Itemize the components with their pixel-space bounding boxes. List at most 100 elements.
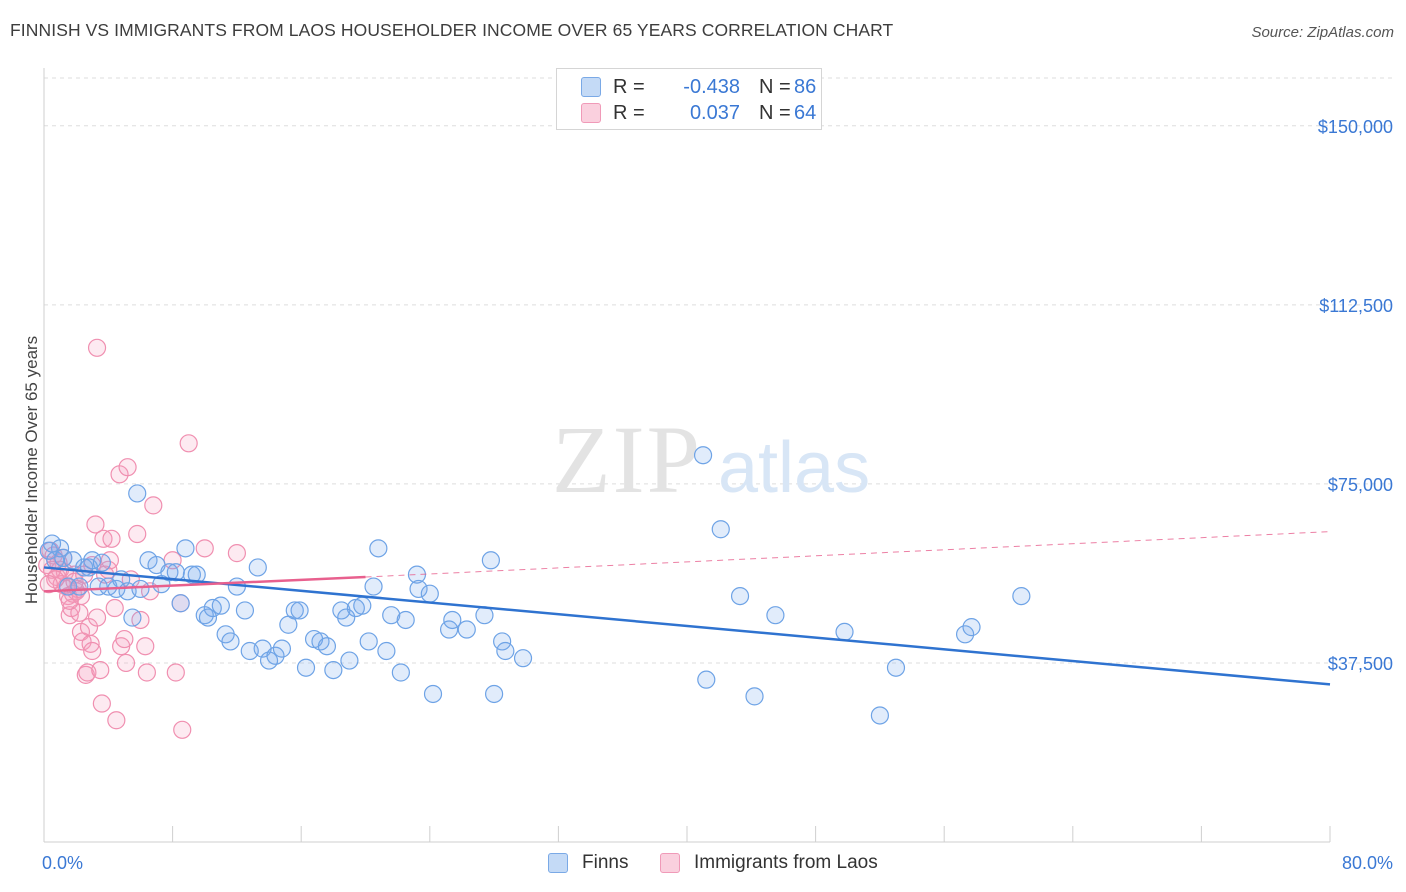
finns-point: [382, 606, 401, 625]
finns-point: [396, 610, 415, 630]
chart-title: FINNISH VS IMMIGRANTS FROM LAOS HOUSEHOL…: [10, 20, 894, 40]
finns-point: [296, 658, 316, 677]
finns-point: [423, 684, 443, 704]
finns-point: [457, 620, 476, 639]
finns-point: [211, 596, 230, 615]
watermark-atlas: atlas: [718, 428, 870, 508]
laos-point: [116, 653, 136, 673]
watermark: ZIP atlas: [552, 406, 870, 513]
finns-point: [70, 577, 89, 596]
laos-point: [39, 575, 58, 594]
x-tick-label-min: 0.0%: [42, 853, 83, 873]
laos-point: [102, 529, 121, 548]
laos-point: [91, 660, 110, 680]
finns-point: [160, 563, 179, 582]
source-credit: Source: ZipAtlas.com: [1251, 24, 1394, 41]
finns-point: [485, 684, 504, 704]
finns-point: [443, 610, 462, 630]
y-tick-label: $37,500: [1328, 654, 1393, 674]
finns-swatch: [548, 853, 568, 873]
laos-swatch: [660, 853, 680, 873]
finns-point: [420, 584, 439, 603]
laos-trend-extension: [365, 531, 1331, 578]
legend-r-value: 0.037: [689, 102, 740, 124]
finns-point: [697, 670, 716, 689]
finns-point: [182, 565, 201, 584]
finns-point: [266, 646, 285, 665]
laos-point: [92, 694, 111, 713]
finns-point: [513, 649, 533, 668]
x-tick-label-max: 80.0%: [1342, 853, 1393, 873]
legend-r-value: -0.438: [683, 76, 740, 98]
finns-point: [745, 687, 764, 706]
finns-point: [123, 608, 142, 627]
y-tick-label: $112,500: [1319, 296, 1393, 316]
finns-point: [272, 639, 292, 658]
laos-point: [227, 544, 246, 563]
finns-point: [391, 663, 410, 682]
laos-point: [86, 515, 105, 534]
laos-point: [144, 496, 163, 515]
laos-point: [81, 634, 100, 653]
finns-point: [340, 651, 359, 670]
laos-point: [118, 458, 137, 477]
finns-points: [39, 446, 1031, 725]
finns-trend-line: [43, 566, 1331, 686]
finns-point: [835, 622, 854, 642]
finns-point: [89, 577, 108, 596]
finns-point: [50, 539, 70, 558]
laos-legend-label: Immigrants from Laos: [694, 852, 878, 873]
finns-point: [176, 539, 195, 558]
legend-r-label: R =: [613, 76, 645, 98]
finns-point: [171, 594, 190, 613]
label-layer: $37,500 $75,000 $112,500 $150,000 0.0% 80.0% H…: [22, 117, 1393, 873]
legend-n-label: N =: [759, 102, 791, 124]
finns-point: [870, 706, 890, 725]
laos-point: [136, 637, 155, 656]
finns-point: [766, 606, 785, 625]
y-tick-label: $75,000: [1328, 475, 1393, 495]
laos-point: [105, 598, 124, 618]
grid-layer: [44, 77, 1395, 664]
finns-point: [1012, 586, 1031, 606]
finns-point: [324, 660, 343, 680]
finns-point: [962, 618, 981, 637]
legend-n-value: 64: [794, 102, 817, 124]
finns-point: [359, 632, 378, 651]
laos-points: [38, 338, 246, 739]
finns-legend-label: Finns: [582, 852, 629, 873]
finns-point: [496, 641, 515, 661]
laos-trend-line: [43, 575, 366, 593]
laos-point: [87, 608, 107, 627]
finns-point: [369, 539, 388, 558]
finns-point: [285, 601, 304, 620]
laos-point: [166, 663, 185, 682]
axis-layer: [43, 68, 1331, 843]
finns-point: [317, 637, 337, 656]
finns-point: [198, 608, 218, 627]
finns-point: [353, 596, 372, 615]
laos-point: [128, 524, 147, 544]
laos-point: [115, 629, 134, 649]
finns-point: [364, 577, 383, 596]
finns-point: [131, 579, 150, 599]
finns-point: [290, 601, 309, 620]
finns-point: [377, 641, 396, 661]
finns-point: [481, 551, 500, 570]
y-tick-label: $150,000: [1318, 117, 1393, 137]
laos-point: [107, 711, 126, 730]
legend-n-value: 86: [794, 76, 817, 98]
laos-point: [179, 434, 198, 453]
y-axis-title: Householder Income Over 65 years: [22, 336, 41, 604]
finns-point: [693, 446, 713, 465]
finns-point: [730, 586, 750, 606]
finns-point: [221, 632, 240, 651]
finns-point: [409, 579, 428, 599]
laos-point: [137, 663, 156, 682]
legend-n-label: N =: [759, 76, 791, 98]
finns-point: [955, 625, 975, 644]
laos-swatch: [581, 103, 601, 123]
finns-point: [92, 553, 111, 572]
finns-point: [711, 520, 730, 539]
